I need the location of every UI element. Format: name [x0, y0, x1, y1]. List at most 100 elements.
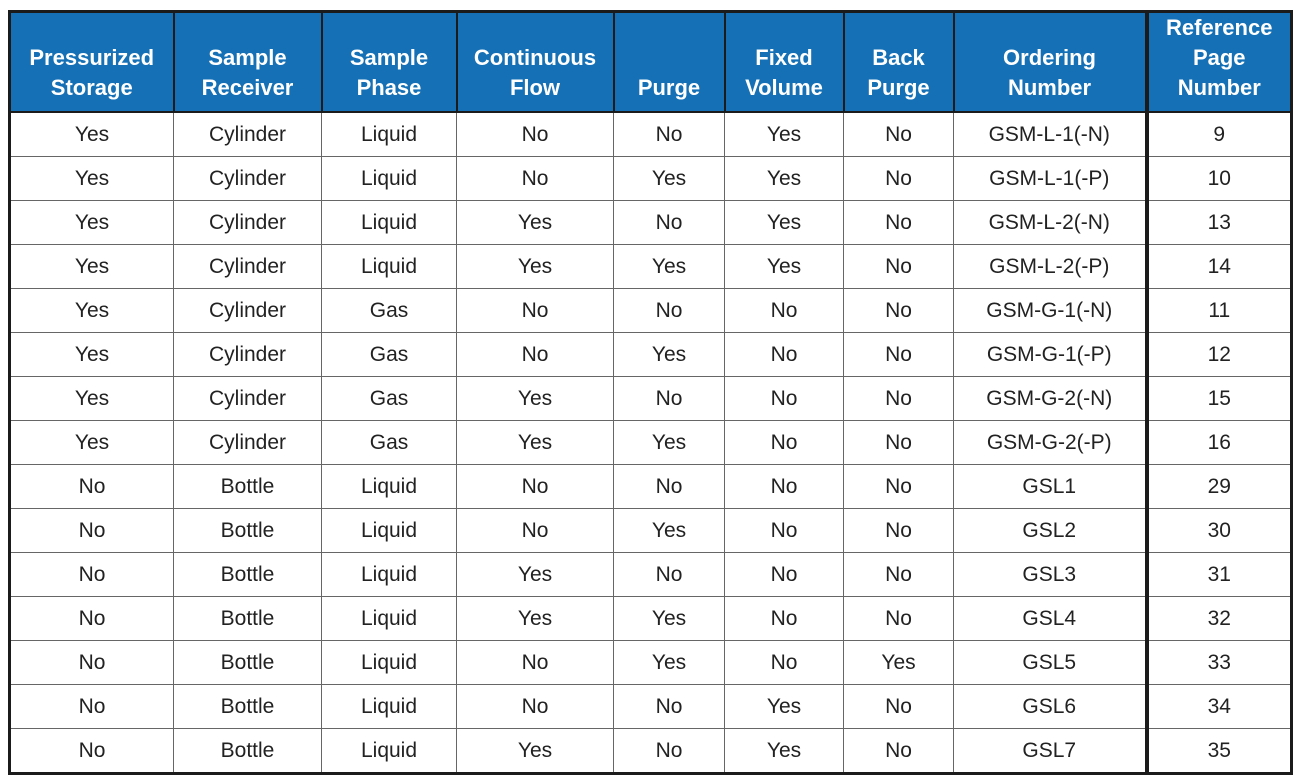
table-cell: 16	[1144, 420, 1292, 465]
header-cell: Fixed Volume	[723, 11, 845, 113]
table-cell: No	[613, 684, 725, 729]
table-cell: Liquid	[321, 552, 457, 597]
table-cell: GSL3	[953, 552, 1147, 597]
table-row: No Bottle Liquid Yes No No No GSL3 31	[9, 552, 1292, 597]
header-cell: Purge	[612, 11, 726, 113]
table-cell: Yes	[724, 244, 844, 289]
table-cell: No	[456, 111, 614, 157]
table-cell: Cylinder	[173, 200, 322, 245]
table-cell: No	[456, 156, 614, 201]
table-cell: GSM-G-2(-P)	[953, 420, 1147, 465]
table-cell: Yes	[456, 244, 614, 289]
table-cell: Liquid	[321, 244, 457, 289]
table-cell: Yes	[9, 200, 174, 245]
table-cell: Yes	[456, 728, 614, 774]
header-text: Ordering Number	[1003, 45, 1096, 100]
table-cell: 31	[1144, 552, 1292, 597]
table-cell: Yes	[456, 200, 614, 245]
table-cell: Yes	[456, 376, 614, 421]
table-cell: No	[9, 728, 174, 774]
table-cell: No	[613, 552, 725, 597]
table-cell: Bottle	[173, 728, 322, 774]
table-cell: Liquid	[321, 596, 457, 641]
table-cell: Yes	[724, 684, 844, 729]
table-cell: Gas	[321, 376, 457, 421]
table-cell: Yes	[9, 244, 174, 289]
table-cell: 34	[1144, 684, 1292, 729]
header-text: Pressurized Storage	[29, 45, 155, 100]
table-cell: GSL5	[953, 640, 1147, 685]
table-cell: GSM-G-1(-P)	[953, 332, 1147, 377]
table-cell: No	[843, 728, 954, 774]
table-cell: Yes	[9, 420, 174, 465]
table-cell: No	[843, 684, 954, 729]
table-cell: 33	[1144, 640, 1292, 685]
table-cell: Cylinder	[173, 376, 322, 421]
table-cell: Liquid	[321, 200, 457, 245]
table-cell: Yes	[456, 596, 614, 641]
table-cell: Liquid	[321, 728, 457, 774]
table-cell: 30	[1144, 508, 1292, 553]
table-row: No Bottle Liquid Yes Yes No No GSL4 32	[9, 596, 1292, 641]
table-cell: Yes	[613, 640, 725, 685]
table-cell: GSL7	[953, 728, 1147, 774]
table-cell: No	[613, 376, 725, 421]
table-cell: No	[724, 288, 844, 333]
table-cell: Liquid	[321, 508, 457, 553]
table-cell: No	[724, 640, 844, 685]
table-cell: Gas	[321, 288, 457, 333]
header-cell: Sample Phase	[320, 11, 458, 113]
table-cell: No	[724, 508, 844, 553]
table-cell: Cylinder	[173, 111, 322, 157]
header-text: Continuous Flow	[473, 45, 597, 100]
table-cell: Yes	[613, 508, 725, 553]
table-cell: No	[613, 288, 725, 333]
table-cell: 10	[1144, 156, 1292, 201]
table-cell: No	[843, 596, 954, 641]
header-text: Reference Page Number	[1166, 15, 1273, 100]
table-cell: Gas	[321, 332, 457, 377]
table-cell: Cylinder	[173, 156, 322, 201]
table-cell: No	[9, 464, 174, 509]
table-cell: Yes	[9, 156, 174, 201]
table-cell: Yes	[613, 332, 725, 377]
table-cell: Yes	[613, 420, 725, 465]
header-text: Fixed Volume	[745, 45, 823, 100]
table-cell: No	[843, 156, 954, 201]
table-cell: No	[843, 376, 954, 421]
table-cell: Yes	[456, 420, 614, 465]
table-row: No Bottle Liquid No No No No GSL1 29	[9, 464, 1292, 509]
table-cell: 14	[1144, 244, 1292, 289]
table-cell: No	[9, 552, 174, 597]
table-row: No Bottle Liquid No Yes No Yes GSL5 33	[9, 640, 1292, 685]
table-cell: No	[843, 420, 954, 465]
table-cell: Liquid	[321, 464, 457, 509]
table-row: Yes Cylinder Gas No Yes No No GSM-G-1(-P) 12	[9, 332, 1292, 377]
table-cell: No	[456, 288, 614, 333]
table-cell: Liquid	[321, 640, 457, 685]
table-cell: No	[456, 508, 614, 553]
table-cell: No	[724, 596, 844, 641]
table-cell: No	[843, 508, 954, 553]
table-cell: 12	[1144, 332, 1292, 377]
table-cell: GSM-G-2(-N)	[953, 376, 1147, 421]
table-row: Yes Cylinder Gas Yes No No No GSM-G-2(-N) 15	[9, 376, 1292, 421]
table-cell: No	[456, 332, 614, 377]
table-cell: 29	[1144, 464, 1292, 509]
header-row: Pressurized Storage Sample Receiver Sample…	[8, 11, 1293, 113]
header-text: Sample Phase	[349, 45, 429, 100]
table-cell: Bottle	[173, 464, 322, 509]
table-cell: No	[724, 376, 844, 421]
table-cell: GSL2	[953, 508, 1147, 553]
table-cell: No	[456, 640, 614, 685]
table-row: No Bottle Liquid No Yes No No GSL2 30	[9, 508, 1292, 553]
table-cell: Yes	[724, 156, 844, 201]
table-row: Yes Cylinder Gas Yes Yes No No GSM-G-2(-P) 16	[9, 420, 1292, 465]
header-text: Sample Receiver	[201, 45, 294, 100]
table-cell: 15	[1144, 376, 1292, 421]
header-cell: Continuous Flow	[455, 11, 615, 113]
table-cell: No	[456, 464, 614, 509]
table-cell: Bottle	[173, 684, 322, 729]
table-cell: Liquid	[321, 156, 457, 201]
table-cell: No	[724, 464, 844, 509]
